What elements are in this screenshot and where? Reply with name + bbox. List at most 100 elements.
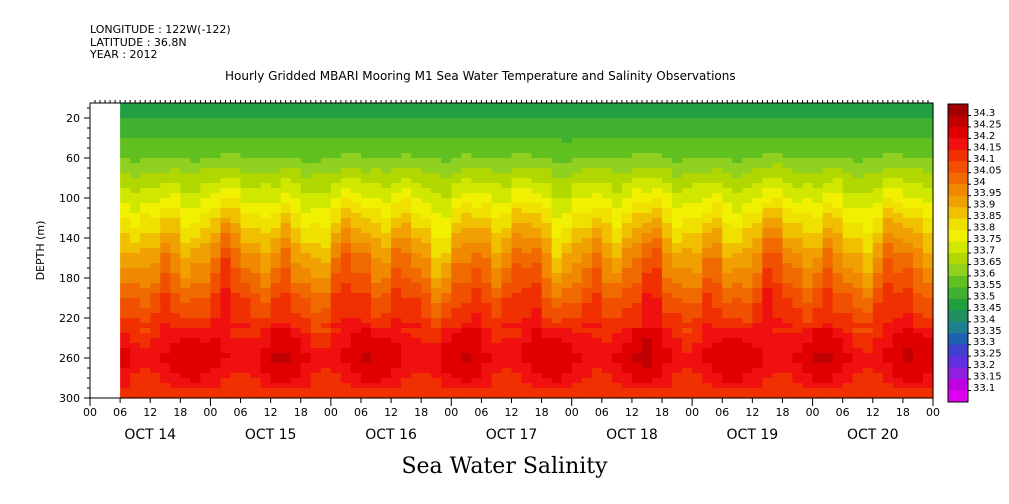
salinity-cell [200, 338, 212, 344]
salinity-cell [571, 153, 583, 159]
salinity-cell [330, 343, 342, 349]
salinity-cell [150, 183, 161, 189]
salinity-cell [571, 343, 583, 349]
salinity-cell [290, 203, 302, 209]
salinity-cell [200, 353, 212, 359]
salinity-cell [892, 268, 904, 274]
salinity-cell [170, 188, 181, 194]
salinity-cell [140, 213, 151, 219]
salinity-cell [702, 348, 713, 354]
salinity-cell [692, 238, 703, 244]
salinity-cell [240, 128, 252, 134]
salinity-cell [250, 363, 262, 369]
salinity-cell [541, 288, 553, 294]
salinity-cell [290, 253, 302, 259]
salinity-cell [742, 368, 753, 374]
salinity-cell [742, 298, 753, 304]
salinity-cell [842, 143, 854, 149]
salinity-cell [662, 293, 673, 299]
salinity-cell [210, 123, 222, 129]
salinity-cell [742, 338, 753, 344]
salinity-cell [571, 238, 583, 244]
salinity-cell [210, 368, 222, 374]
salinity-cell [912, 188, 924, 194]
salinity-cell [652, 128, 663, 134]
salinity-cell [491, 258, 503, 264]
salinity-cell [792, 258, 804, 264]
salinity-cell [922, 138, 934, 144]
salinity-cell [922, 328, 934, 334]
salinity-cell [682, 258, 693, 264]
salinity-cell [521, 368, 533, 374]
salinity-cell [842, 153, 854, 159]
salinity-cell [340, 173, 352, 179]
salinity-cell [371, 273, 382, 279]
salinity-cell [712, 293, 723, 299]
salinity-cell [722, 293, 733, 299]
salinity-cell [682, 243, 693, 249]
salinity-cell [371, 358, 382, 364]
salinity-cell [471, 363, 482, 369]
salinity-cell [521, 388, 533, 394]
salinity-cell [421, 253, 432, 259]
salinity-cell [511, 113, 523, 119]
salinity-cell [551, 263, 563, 269]
salinity-cell [922, 193, 934, 199]
salinity-cell [641, 353, 653, 359]
salinity-cell [641, 333, 653, 339]
salinity-cell [742, 238, 753, 244]
salinity-cell [230, 263, 242, 269]
salinity-cell [922, 113, 934, 119]
salinity-cell [571, 128, 583, 134]
salinity-cell [541, 203, 553, 209]
salinity-cell [722, 303, 733, 309]
salinity-cell [120, 218, 131, 224]
salinity-cell [501, 348, 513, 354]
salinity-cell [561, 223, 573, 229]
salinity-cell [561, 273, 573, 279]
salinity-cell [431, 308, 442, 314]
salinity-cell [872, 263, 884, 269]
salinity-cell [350, 203, 362, 209]
salinity-cell [481, 378, 493, 384]
salinity-cell [601, 343, 613, 349]
salinity-cell [551, 123, 563, 129]
salinity-cell [190, 323, 201, 329]
salinity-cell [531, 323, 543, 329]
salinity-cell [260, 383, 272, 389]
salinity-cell [772, 358, 784, 364]
salinity-cell [290, 128, 302, 134]
salinity-cell [200, 308, 212, 314]
salinity-cell [742, 118, 753, 124]
salinity-cell [712, 333, 723, 339]
salinity-cell [441, 233, 452, 239]
salinity-cell [812, 278, 824, 284]
salinity-cell [822, 163, 834, 169]
salinity-cell [631, 308, 643, 314]
salinity-cell [822, 323, 834, 329]
salinity-cell [852, 208, 864, 214]
salinity-cell [782, 378, 794, 384]
salinity-cell [802, 278, 814, 284]
salinity-cell [461, 173, 472, 179]
salinity-cell [350, 343, 362, 349]
salinity-cell [421, 358, 432, 364]
salinity-cell [692, 158, 703, 164]
salinity-cell [190, 143, 201, 149]
salinity-cell [270, 293, 282, 299]
salinity-cell [902, 308, 914, 314]
salinity-cell [431, 158, 442, 164]
salinity-cell [330, 298, 342, 304]
salinity-cell [180, 153, 191, 159]
salinity-cell [521, 313, 533, 319]
x-hour-label: 06 [113, 406, 127, 419]
salinity-cell [140, 208, 151, 214]
salinity-cell [541, 233, 553, 239]
salinity-cell [902, 363, 914, 369]
salinity-cell [411, 158, 422, 164]
salinity-cell [732, 128, 743, 134]
salinity-cell [481, 388, 493, 394]
salinity-cell [250, 343, 262, 349]
salinity-cell [762, 188, 774, 194]
salinity-cell [601, 218, 613, 224]
